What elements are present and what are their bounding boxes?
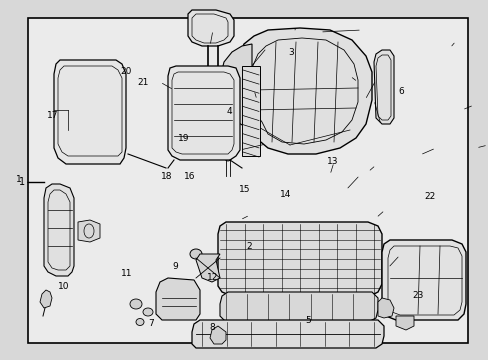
- Polygon shape: [395, 316, 413, 330]
- Text: 8: 8: [209, 323, 215, 332]
- Text: 9: 9: [172, 262, 178, 271]
- Text: 7: 7: [148, 320, 154, 328]
- Text: 22: 22: [424, 192, 435, 201]
- Polygon shape: [220, 44, 251, 126]
- Text: 23: 23: [411, 291, 423, 300]
- Text: 5: 5: [305, 316, 310, 325]
- Text: 15: 15: [238, 184, 250, 194]
- Polygon shape: [242, 66, 260, 156]
- Text: 20: 20: [120, 68, 132, 77]
- Polygon shape: [187, 10, 234, 46]
- Text: 3: 3: [287, 48, 293, 57]
- Polygon shape: [192, 320, 383, 348]
- Polygon shape: [236, 28, 371, 154]
- Text: 6: 6: [397, 87, 403, 96]
- Polygon shape: [78, 220, 100, 242]
- Ellipse shape: [380, 254, 390, 270]
- Text: 11: 11: [121, 269, 133, 278]
- Polygon shape: [209, 326, 225, 344]
- Text: 14: 14: [280, 190, 291, 199]
- Text: 21: 21: [137, 77, 148, 86]
- Text: 12: 12: [206, 273, 218, 282]
- Text: 10: 10: [58, 282, 69, 291]
- Text: 4: 4: [226, 107, 232, 116]
- Polygon shape: [196, 254, 220, 282]
- Text: 17: 17: [47, 111, 59, 120]
- Text: 19: 19: [177, 134, 189, 143]
- Ellipse shape: [142, 308, 153, 316]
- Bar: [28, 18, 467, 343]
- Polygon shape: [381, 240, 465, 320]
- Polygon shape: [40, 290, 52, 308]
- Polygon shape: [220, 292, 377, 322]
- Polygon shape: [44, 184, 74, 276]
- Ellipse shape: [190, 249, 202, 259]
- Text: 16: 16: [183, 172, 195, 181]
- Polygon shape: [168, 66, 240, 160]
- Text: 13: 13: [326, 158, 338, 166]
- Ellipse shape: [136, 319, 143, 325]
- Ellipse shape: [224, 151, 231, 161]
- Text: 1: 1: [16, 175, 21, 184]
- Polygon shape: [156, 278, 200, 320]
- Polygon shape: [54, 60, 126, 164]
- Text: -: -: [26, 177, 30, 187]
- Text: 2: 2: [246, 242, 252, 251]
- Ellipse shape: [130, 299, 142, 309]
- Polygon shape: [373, 50, 393, 124]
- Text: 1: 1: [19, 177, 25, 187]
- Polygon shape: [377, 298, 393, 318]
- Text: 18: 18: [160, 172, 172, 181]
- Polygon shape: [218, 222, 381, 296]
